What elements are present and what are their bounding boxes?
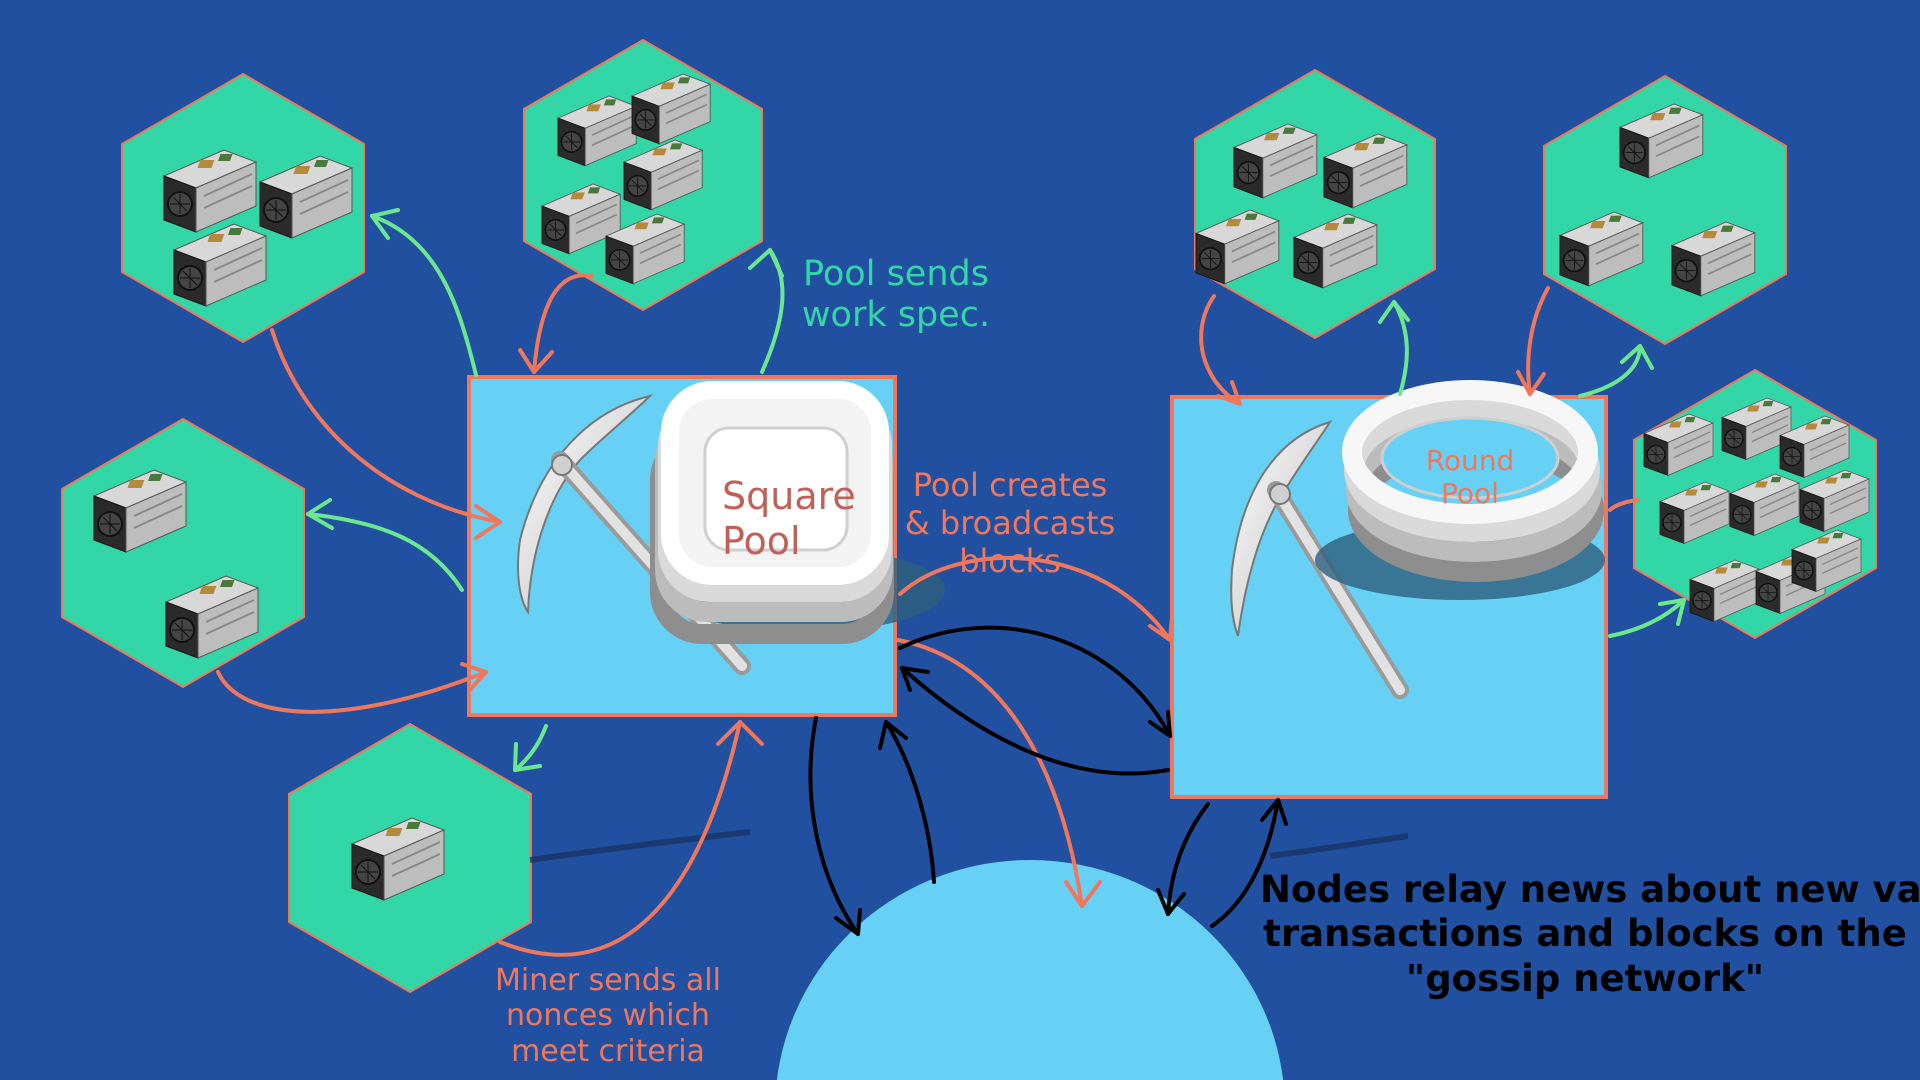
work-spec-arrow (513, 742, 542, 772)
round-pool-line: Round (1425, 444, 1515, 477)
nonce-arrow (532, 273, 594, 374)
gossip-arrow (1210, 798, 1280, 928)
round-pool-line: Pool (1441, 477, 1499, 511)
square-pool-label: Square Pool (722, 474, 856, 564)
nonce-arrow (216, 670, 488, 714)
work-spec-arrow (370, 208, 400, 240)
gossip-arrow (884, 720, 936, 884)
pool-creates-line: blocks (959, 541, 1061, 580)
gossip-arrow (898, 625, 1172, 738)
miner-group-hexagon (1194, 68, 1436, 340)
pool-creates-line: & broadcasts (904, 503, 1116, 542)
nonce-arrow (474, 504, 502, 540)
pool-sends-label: Pool sends work spec. (796, 254, 996, 337)
work-spec-arrow (306, 498, 334, 530)
gossip-arrow (1260, 798, 1288, 826)
work-spec-arrow (1608, 598, 1686, 638)
nonce-arrow (498, 720, 742, 957)
nonce-arrow (1608, 498, 1640, 512)
gossip-arrow (878, 720, 908, 750)
nonce-arrow (1199, 294, 1242, 406)
gossip-arrow (1166, 802, 1210, 916)
square-pool-line: Square (722, 474, 856, 518)
nodes-relay-line: "gossip network" (1405, 956, 1765, 1000)
nonce-arrow (460, 662, 488, 692)
gossip-arrow (1156, 888, 1186, 916)
pool-sends-line: Pool sends (803, 254, 989, 294)
work-spec-arrow (1578, 344, 1642, 398)
work-spec-arrow (748, 248, 784, 278)
pool-sends-line: work spec. (801, 295, 991, 336)
nodes-relay-line: Nodes relay news about new valid (1260, 868, 1920, 911)
pickaxe-icon (1230, 420, 1409, 699)
miner-sends-line: Miner sends all (495, 963, 721, 998)
work-spec-arrow (1658, 598, 1686, 626)
nonce-arrow (270, 328, 502, 524)
nodes-relay-line: transactions and blocks on the (1263, 912, 1907, 956)
work-spec-arrow (370, 214, 478, 377)
nonce-arrow (518, 348, 554, 374)
nonce-arrow (1516, 370, 1546, 396)
miner-sends-line: meet criteria (511, 1033, 705, 1069)
nonce-arrow (1216, 380, 1242, 406)
gossip-arrow (808, 716, 860, 936)
nonce-arrow (1526, 286, 1550, 396)
work-spec-arrow (1620, 344, 1654, 370)
work-spec-arrow (513, 724, 548, 772)
gossip-arrow (900, 666, 1170, 776)
gossip-arrow (900, 666, 930, 692)
block-broadcast-arrow (896, 638, 1084, 908)
square-pool-icon (650, 381, 945, 644)
miner-sends-line: nonces which (506, 998, 710, 1034)
block-broadcast-arrow (898, 555, 1172, 642)
round-pool-label: Round Pool (1410, 444, 1530, 510)
gossip-arrow (834, 908, 862, 936)
nodes-relay-label: Nodes relay news about new valid transac… (1260, 868, 1920, 1001)
round-pool-icon (1315, 380, 1605, 600)
pool-creates-label: Pool creates & broadcasts blocks (900, 466, 1120, 580)
miner-sends-label: Miner sends all nonces which meet criter… (488, 963, 728, 1069)
block-broadcast-arrow (1148, 614, 1174, 642)
block-broadcast-arrow (1064, 880, 1102, 908)
gossip-arrow (1148, 710, 1172, 738)
work-spec-arrow (1378, 300, 1410, 324)
pool-creates-line: Pool creates (912, 466, 1108, 504)
nonce-arrow (716, 720, 764, 746)
square-pool-line: Pool (722, 518, 801, 563)
work-spec-arrow (306, 512, 464, 592)
gossip-network (776, 860, 1284, 1080)
